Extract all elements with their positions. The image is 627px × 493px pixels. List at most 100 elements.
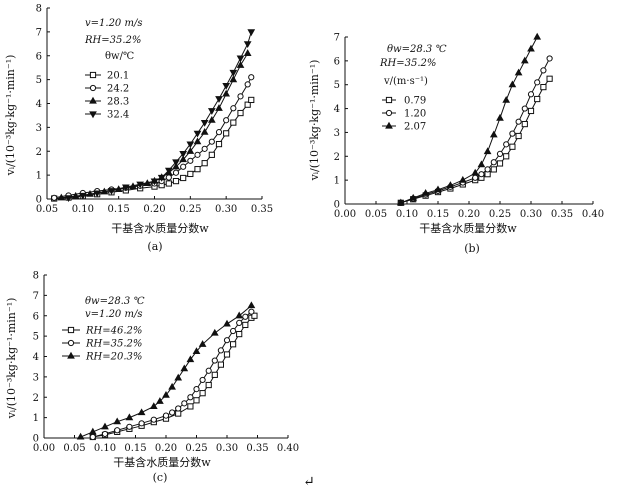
chart-c-y-tick-label: 1 [33,413,39,424]
chart-a-y-tick-label: 8 [36,4,42,15]
data-point [248,308,255,315]
data-point [205,367,212,374]
chart-c-annotation-2: v=1.20 m/s [85,309,142,320]
data-point [51,194,58,201]
chart-b-y-tick-label: 1 [334,176,340,187]
chart-c-annotation-1: θw=28.3 ℃ [85,296,145,307]
data-point [490,159,497,166]
data-point [200,127,209,135]
chart-c-y-label: vᵢ/(10⁻³kg·kg⁻¹·min⁻¹) [5,298,18,420]
data-point [205,381,212,389]
data-point [242,313,249,320]
chart-b-y-tick-label: 2 [334,152,340,163]
data-point [458,175,467,183]
chart-b-x-tick-label: 0.00 [334,209,356,220]
data-point [181,400,188,407]
data-point [199,390,206,397]
legend-marker [67,326,75,334]
data-point [186,141,195,149]
legend-marker [385,109,393,117]
chart-b-x-label: 干基含水质量分数w [419,221,517,235]
data-point [434,185,442,193]
data-point [223,351,231,358]
chart-b-y-tick-label: 0 [334,200,340,211]
data-point [215,140,223,148]
data-point [520,56,529,64]
data-point [230,119,237,126]
data-point [223,117,230,124]
data-point [101,422,109,430]
data-point [211,371,218,378]
data-point [527,107,535,115]
legend-marker [385,96,393,104]
data-point [247,29,256,37]
data-point [409,193,418,201]
data-point [509,130,516,137]
data-point [477,160,486,168]
data-point [534,95,541,103]
data-point [508,80,517,88]
data-point [527,44,535,52]
data-point [222,83,231,90]
data-point [169,409,176,416]
chart-c-series-2 [76,301,256,440]
data-point [215,96,223,103]
data-point [193,386,200,393]
data-point [150,178,159,186]
chart-a-y-tick-label: 1 [36,171,42,182]
chart-a-y-tick-label: 0 [36,195,42,206]
data-point [165,180,172,187]
chart-b-annotation-2: RH=35.2% [379,58,436,69]
data-point [193,397,200,404]
data-point [138,420,145,427]
data-point [223,130,230,137]
data-point [64,195,73,203]
data-point [76,432,85,440]
chart-a-x-tick-label: 0.35 [251,204,273,215]
legend-marker [89,71,97,79]
data-point [187,157,194,164]
chart-a-y-tick-label: 7 [36,27,42,38]
data-point [546,55,553,62]
chart-a-x-tick-label: 0.05 [36,204,58,215]
data-point [201,145,208,152]
data-point [223,337,231,344]
chart-b-series-2 [396,32,542,206]
chart-c-y-tick-label: 4 [33,352,39,363]
data-point [200,120,209,127]
data-point [180,364,189,372]
data-point [534,79,541,86]
legend-marker [89,96,97,104]
chart-b-x-tick-label: 0.05 [365,209,387,220]
data-point [172,162,180,170]
chart-a-annotation-2: RH=35.2% [84,35,141,46]
data-point [162,412,170,419]
data-point [490,166,497,173]
data-point [503,153,510,160]
chart-a: 0.05 0.10 0.15 0.20 0.25 0.30 0.35 0 1 2 3 4 5 6 7 8 干基… [4,4,273,254]
legend-entry-label: RH=20.3% [85,352,142,363]
legend-entry-label: 20.1 [107,71,129,82]
data-point [229,69,238,77]
data-point [187,394,194,401]
data-point [121,184,130,192]
data-point [199,376,206,384]
legend-entry-label: 24.2 [107,84,129,95]
chart-a-x-label: 干基含水质量分数w [111,221,209,235]
data-point [89,433,96,441]
data-point [164,167,173,175]
chart-c-y-tick-label: 5 [33,332,39,343]
data-point [78,192,87,200]
chart-a-y-tick-label: 6 [36,51,42,62]
legend-entry-label: 32.4 [107,110,129,121]
chart-a-series-line [68,31,252,199]
chart-c-y-tick-label: 2 [33,393,39,404]
data-point [210,328,219,336]
chart-c-x-tick-label: 0.20 [155,443,177,454]
data-point [207,108,216,115]
data-point [126,423,133,430]
data-point [208,138,215,145]
chart-c-x-tick-label: 0.00 [33,443,55,454]
data-point [471,168,480,176]
